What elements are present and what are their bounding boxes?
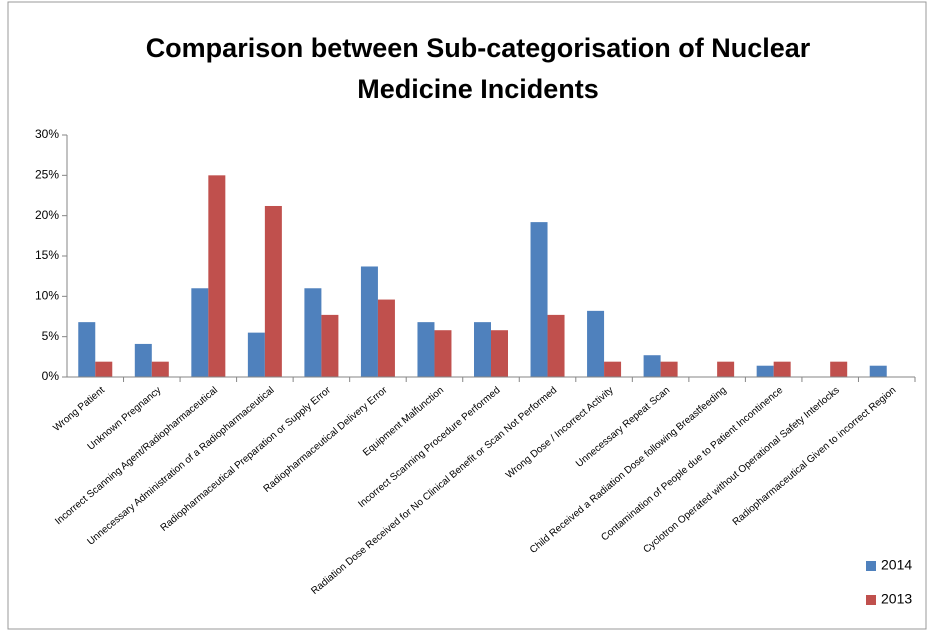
bar bbox=[717, 361, 735, 377]
bar bbox=[304, 288, 322, 377]
y-tick-label: 15% bbox=[35, 248, 59, 262]
y-tick-label: 30% bbox=[35, 127, 59, 141]
chart-frame bbox=[7, 1, 927, 630]
bar bbox=[547, 314, 565, 377]
bar bbox=[643, 355, 661, 377]
legend-swatch bbox=[866, 595, 876, 605]
bar bbox=[151, 361, 169, 377]
y-tick-label: 10% bbox=[35, 289, 59, 303]
bar bbox=[756, 365, 774, 377]
y-tick-label: 25% bbox=[35, 168, 59, 182]
bar bbox=[134, 343, 152, 377]
legend-label: 2013 bbox=[881, 591, 912, 607]
legend-swatch bbox=[866, 561, 876, 571]
y-tick-label: 5% bbox=[42, 329, 60, 343]
chart-title: Comparison between Sub-categorisation of… bbox=[146, 33, 811, 104]
bar bbox=[773, 361, 791, 377]
bar bbox=[247, 332, 265, 377]
bar bbox=[434, 330, 452, 377]
bar bbox=[474, 322, 491, 377]
y-tick-label: 20% bbox=[35, 208, 59, 222]
bar bbox=[530, 222, 548, 377]
bar bbox=[264, 205, 282, 377]
bar bbox=[191, 288, 209, 377]
bar bbox=[360, 266, 378, 377]
legend-label: 2014 bbox=[881, 557, 912, 573]
bar bbox=[587, 310, 605, 377]
bar bbox=[208, 175, 226, 377]
bar bbox=[95, 361, 113, 377]
bar bbox=[321, 314, 339, 377]
bar bbox=[417, 322, 435, 377]
bar bbox=[377, 299, 395, 377]
bar bbox=[660, 361, 678, 377]
bar bbox=[604, 361, 622, 377]
bar bbox=[491, 330, 508, 377]
bar bbox=[869, 365, 887, 377]
bar bbox=[78, 322, 96, 377]
bar bbox=[830, 361, 848, 377]
y-tick-label: 0% bbox=[42, 369, 60, 383]
